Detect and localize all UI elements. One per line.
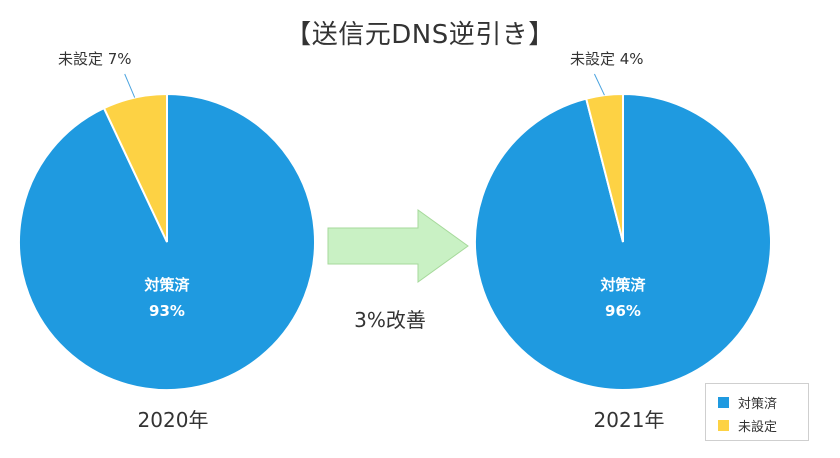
pie-1-slice-1-callout-label: 未設定 4%	[570, 50, 644, 68]
legend-item-notset: 未設定	[718, 416, 777, 435]
pie-2021-year-label: 2021年	[593, 408, 665, 432]
legend: 対策済 未設定	[705, 383, 809, 441]
pie-0-callout-leader	[124, 73, 136, 98]
pie-1-slice-0-value-label: 96%	[605, 302, 641, 320]
pie-2020-year-label: 2020年	[137, 408, 209, 432]
legend-swatch-notset	[718, 420, 729, 431]
legend-swatch-done	[718, 397, 729, 408]
legend-label-done: 対策済	[738, 397, 778, 412]
pie-1-slice-1	[584, 92, 624, 243]
chart-title: 【送信元DNS逆引き】	[285, 20, 555, 50]
pie-0-slice-0-name-label: 対策済	[143, 276, 190, 294]
pie-1-slice-0-name-label: 対策済	[599, 276, 646, 294]
legend-label-notset: 未設定	[738, 420, 778, 435]
improvement-label: 3%改善	[354, 308, 426, 332]
pie-0-slice-1-callout-label: 未設定 7%	[58, 50, 132, 68]
pie-0-slice-0-value-label: 93%	[149, 302, 185, 320]
legend-item-done: 対策済	[718, 393, 777, 412]
pie-1-callout-leader	[593, 73, 605, 96]
pie-0-slice-1	[102, 92, 168, 243]
improvement-arrow	[327, 209, 469, 283]
